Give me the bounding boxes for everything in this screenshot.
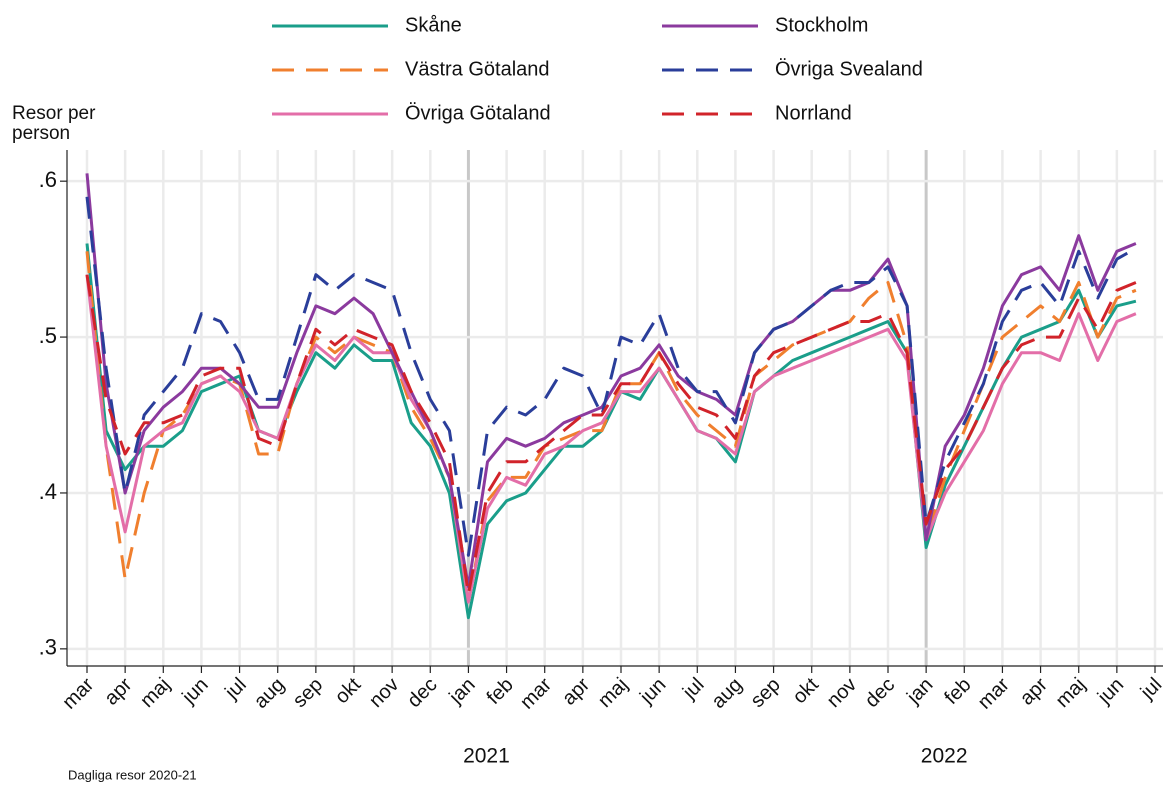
legend-label: Västra Götaland — [405, 58, 550, 80]
x-tick-label: sep — [289, 674, 327, 712]
x-tick-label: jun — [635, 674, 670, 709]
x-tick-label: mar — [58, 673, 98, 713]
legend-label: Övriga Svealand — [775, 58, 923, 80]
y-tick-label: .5 — [39, 323, 57, 348]
x-tick-label: aug — [708, 674, 747, 713]
x-tick-label: jan — [902, 674, 937, 709]
x-tick-label: sep — [746, 674, 784, 712]
x-tick-label: mar — [974, 673, 1014, 713]
series-line — [85, 274, 1137, 596]
x-tick-label: aug — [250, 674, 289, 713]
x-tick-label: maj — [594, 674, 632, 712]
legend-label: Övriga Götaland — [405, 102, 551, 124]
series-line — [85, 243, 1137, 620]
note: Dagliga resor 2020-21 — [68, 767, 197, 782]
x-tick-label: feb — [940, 674, 975, 709]
y-tick-label: .6 — [39, 167, 57, 192]
x-tick-label: dec — [861, 674, 899, 712]
x-tick-label: mar — [516, 673, 556, 713]
series-line — [85, 251, 1137, 604]
x-tick-label: maj — [136, 674, 174, 712]
x-tick-label: nov — [365, 674, 403, 712]
x-tick-label: jul — [678, 674, 708, 704]
x-tick-label: okt — [789, 673, 824, 708]
series-line — [85, 196, 1137, 557]
x-tick-label: nov — [823, 674, 861, 712]
y-tick-label: .3 — [39, 635, 57, 660]
x-tick-label: jun — [178, 674, 213, 709]
year-label: 2021 — [463, 745, 510, 768]
year-label: 2022 — [921, 745, 968, 768]
x-tick-label: dec — [403, 674, 441, 712]
legend-label: Stockholm — [775, 14, 868, 36]
x-tick-label: jun — [1093, 674, 1128, 709]
y-axis-label: Resor per person — [12, 103, 96, 144]
x-tick-label: jul — [1136, 674, 1166, 704]
y-tick-label: .4 — [39, 479, 57, 504]
series-line — [85, 274, 1137, 604]
legend-label: Skåne — [405, 14, 462, 36]
x-tick-label: jul — [220, 674, 250, 704]
legend-label: Norrland — [775, 102, 852, 124]
x-tick-label: feb — [483, 674, 518, 709]
x-tick-label: apr — [558, 673, 594, 709]
x-tick-label: maj — [1052, 674, 1090, 712]
x-tick-label: okt — [331, 673, 366, 708]
x-tick-label: apr — [100, 673, 136, 709]
x-tick-label: apr — [1016, 673, 1052, 709]
x-tick-label: jan — [445, 674, 480, 709]
series-line — [85, 173, 1137, 588]
